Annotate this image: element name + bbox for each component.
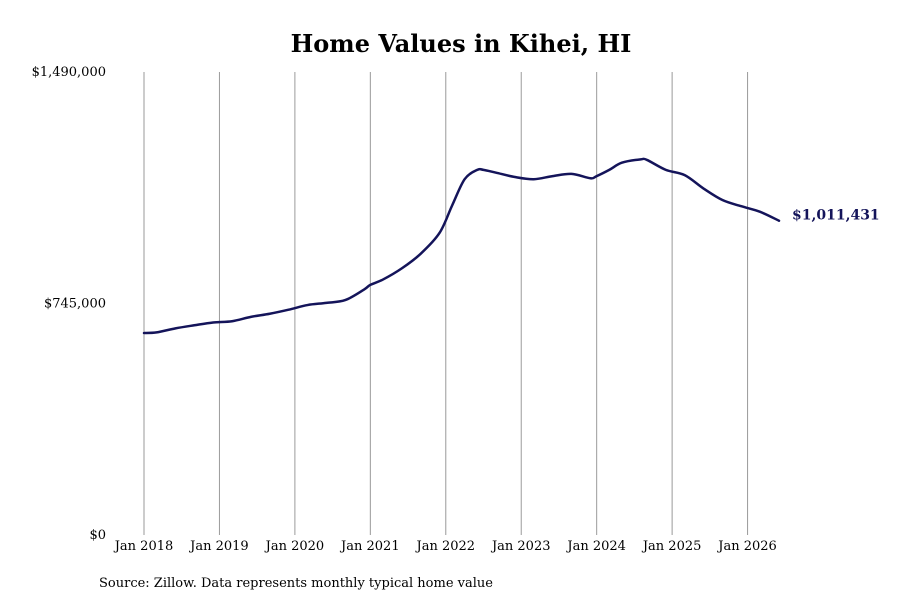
vertical-gridlines (143, 72, 749, 535)
x-tick-label: Jan 2024 (565, 539, 626, 554)
y-tick-label: $1,490,000 (32, 65, 106, 80)
x-tick-label: Jan 2025 (641, 539, 702, 554)
x-tick-label: Jan 2018 (113, 539, 174, 554)
x-axis-ticks: Jan 2018 Jan 2019 Jan 2020 Jan 2021 Jan 2022… (113, 539, 777, 554)
chart-title: Home Values in Kihei, HI (291, 29, 632, 58)
x-tick-label: Jan 2023 (490, 539, 551, 554)
x-tick-label: Jan 2020 (264, 539, 325, 554)
x-tick-label: Jan 2021 (339, 539, 400, 554)
y-axis-ticks: $0 $745,000 $1,490,000 (32, 65, 106, 543)
source-note: Source: Zillow. Data represents monthly … (99, 576, 493, 591)
end-value-label: $1,011,431 (792, 208, 880, 224)
x-tick-label: Jan 2019 (188, 539, 249, 554)
y-tick-label: $0 (89, 528, 106, 543)
series-line-0 (142, 157, 781, 335)
y-tick-label: $745,000 (44, 297, 106, 312)
x-tick-label: Jan 2026 (716, 539, 777, 554)
series-layer (142, 157, 781, 335)
x-tick-label: Jan 2022 (415, 539, 476, 554)
